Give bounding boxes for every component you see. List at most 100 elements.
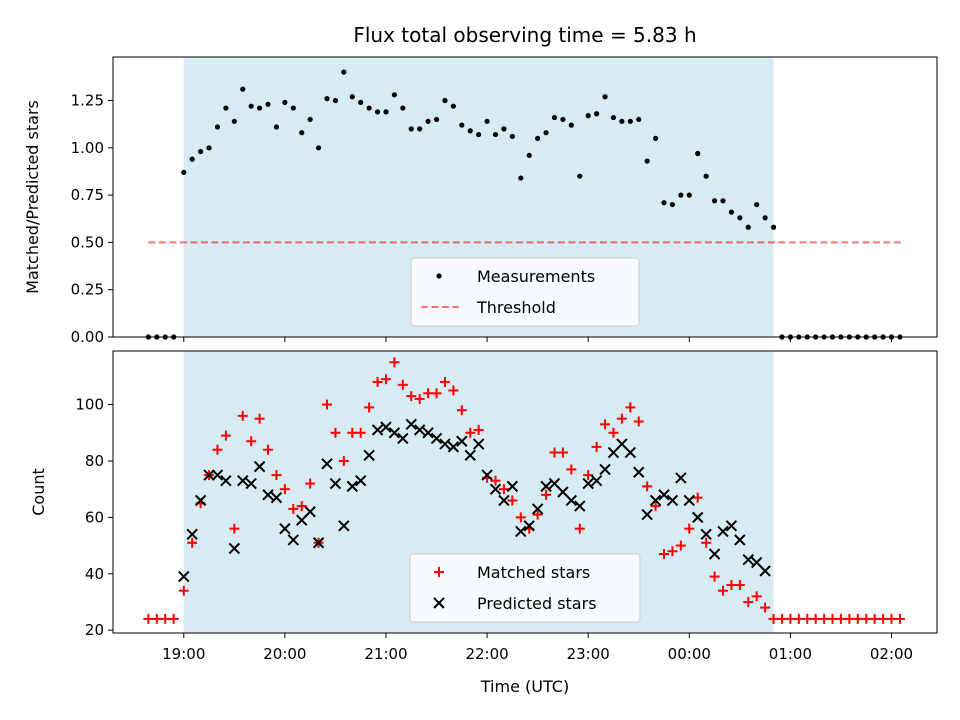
predicted-star-point [692,511,704,524]
predicted-star-point [405,418,417,431]
bottom-y-tick-label: 80 [85,452,104,470]
measurement-point [678,192,684,198]
predicted-star-point-b [186,528,198,541]
measurement-point [492,131,499,138]
measurement-point [231,118,237,124]
predicted-star-point [624,446,637,459]
predicted-star-point [658,489,670,501]
measurement-point [450,103,456,109]
predicted-star-point-b [641,508,653,521]
predicted-star-point-b [590,475,603,487]
predicted-star-point-b [296,514,308,526]
predicted-star-point-b [574,500,586,512]
matched-star-point [271,470,282,481]
top-y-tick-label: 1.00 [71,139,104,157]
predicted-star-point-b [228,542,241,555]
matched-star-point [819,613,830,624]
matched-star-point [456,405,467,416]
predicted-star-point [489,483,502,495]
predicted-star-point [633,466,645,478]
matched-star-point [515,512,526,523]
measurement-point [720,198,726,204]
bottom-x-tick-label: 02:00 [870,645,913,663]
predicted-star-point [304,506,316,518]
predicted-star-point [430,432,443,445]
predicted-star-point-b [253,460,266,473]
measurement-point [374,109,381,115]
measurement-point [476,131,482,138]
predicted-star-point [531,503,544,515]
predicted-star-point-b [194,494,207,507]
predicted-star-point-b [304,506,316,518]
matched-star-point [168,613,179,624]
predicted-star-point [481,469,493,481]
predicted-star-point-b [464,449,476,462]
bottom-y-ticks: 20 40 60 80 100 [75,396,113,639]
predicted-star-point [708,548,721,560]
top-y-tick-label: 0.00 [71,328,104,346]
matched-star-point [675,540,686,551]
matched-star-point [338,455,349,466]
matched-star-point [835,613,846,624]
predicted-star-point-b [717,525,729,538]
matched-star-point [229,523,240,534]
predicted-star-point-b [329,477,342,490]
measurement-point [577,173,583,179]
predicted-star-point [363,449,375,462]
predicted-star-point [211,469,224,481]
predicted-star-point-b [481,469,493,481]
matched-star-point [288,503,299,514]
matched-star-point [776,613,787,624]
matched-star-point [802,613,813,624]
predicted-star-point-b [422,427,434,439]
measurement-point [711,198,718,204]
matched-star-point [372,377,383,388]
matched-star-point [220,430,231,441]
predicted-star-point [388,427,401,439]
predicted-star-point-b [287,534,300,546]
predicted-star-point-b [692,511,704,524]
measurement-point [214,124,221,130]
bottom-x-tick-label: 01:00 [769,645,812,663]
predicted-star-point [228,542,241,555]
measurement-point [669,201,676,208]
bottom-axes-frame [112,350,938,634]
matched-star-point [717,585,728,596]
matched-star-point [279,484,290,495]
predicted-star-point-b [607,446,620,459]
matched-star-point [743,596,754,607]
predicted-star-point-b [346,480,358,493]
predicted-star-point-b [582,477,594,490]
measurement-point [324,96,330,102]
measurement-point [610,114,617,121]
predicted-star-point [700,528,712,541]
predicted-star-point-b [531,503,544,515]
matched-star-point [894,613,905,624]
predicted-star-point [750,556,763,569]
measurement-point [257,105,263,111]
chart-title: Flux total observing time = 5.83 h [353,23,696,47]
predicted-star-point-b [413,424,426,436]
predicted-star-point [194,494,207,507]
matched-star-point [684,523,695,534]
measurement-point [341,69,347,75]
matched-star-point [296,501,307,512]
matched-star-point [305,478,316,489]
top-x-ticks [183,337,893,342]
legend-threshold-label: Threshold [476,298,556,317]
matched-star-point [667,546,678,557]
measurement-point [240,86,246,92]
matched-star-point [330,427,341,438]
legend-measurements-label: Measurements [477,267,595,286]
matched-star-point [263,444,274,455]
matched-star-point [448,385,459,396]
matched-star-point [726,580,737,591]
bottom-y-axis-label: Count [29,468,48,516]
legend-matched-label: Matched stars [477,563,590,582]
matched-star-point [254,413,265,424]
predicted-star-point-b [321,458,333,470]
measurement-point [290,105,296,111]
matched-star-point [160,613,171,624]
measurement-point [433,116,440,123]
predicted-star-point [574,500,586,512]
